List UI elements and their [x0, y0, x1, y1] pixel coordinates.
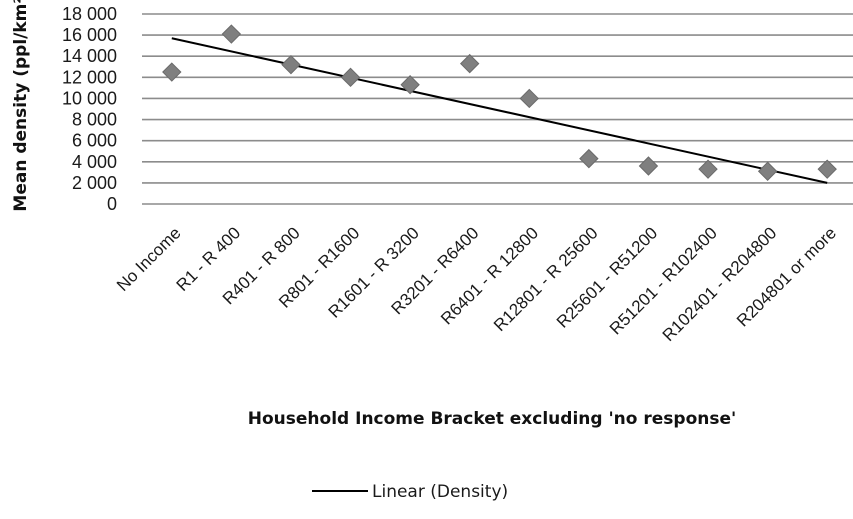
- gridlines: [142, 13, 853, 205]
- data-point: [162, 62, 182, 82]
- y-axis-title: Mean density (ppl/km²): [11, 0, 31, 212]
- trendline: [171, 37, 828, 184]
- data-point: [698, 159, 718, 179]
- y-tick-label: 16 000: [62, 25, 117, 45]
- y-tick-label: 14 000: [62, 46, 117, 66]
- x-tick-label: R12801 - R 25600: [490, 223, 602, 335]
- legend-label: Linear (Density): [372, 482, 508, 502]
- data-point: [460, 53, 480, 74]
- x-tick-label: R102401 - R204800: [659, 223, 781, 345]
- data-point: [281, 54, 301, 75]
- data-point: [579, 148, 599, 169]
- y-tick-label: 10 000: [62, 88, 117, 108]
- y-tick-label: 18 000: [62, 4, 117, 24]
- x-tick-label: R25601 - R51200: [553, 223, 661, 331]
- trendline-group: [171, 37, 828, 184]
- data-points: [162, 24, 837, 181]
- data-point: [340, 67, 361, 88]
- legend: Linear (Density): [312, 482, 508, 502]
- x-tick-label: R51201 - R102400: [606, 223, 721, 338]
- x-tick-label: No Income: [113, 223, 185, 295]
- data-point: [221, 24, 242, 44]
- y-tick-label: 4 000: [72, 152, 117, 172]
- data-point: [638, 156, 659, 176]
- data-point: [757, 161, 778, 181]
- y-tick-label: 0: [107, 194, 117, 214]
- data-point: [400, 75, 420, 95]
- data-point: [817, 159, 837, 179]
- y-tick-label: 12 000: [62, 67, 117, 87]
- y-tick-label: 2 000: [72, 173, 117, 193]
- data-point: [519, 88, 539, 109]
- x-tick-label: R204801 or more: [733, 223, 840, 330]
- y-tick-label: 6 000: [72, 131, 117, 151]
- x-axis-title: Household Income Bracket excluding 'no r…: [248, 409, 736, 429]
- y-tick-label: 8 000: [72, 110, 117, 130]
